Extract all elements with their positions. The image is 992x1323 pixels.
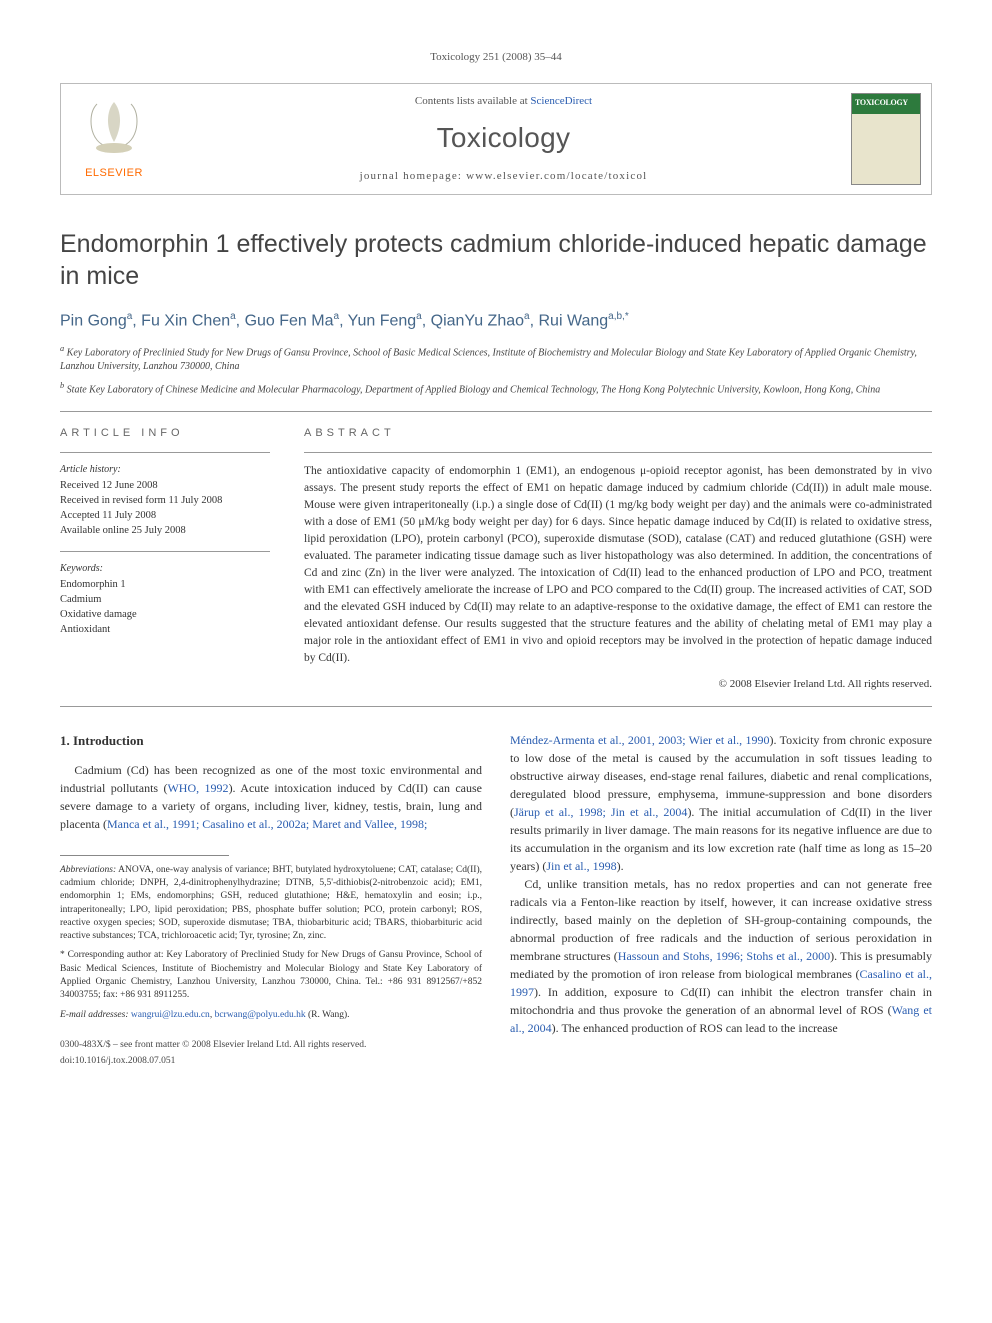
publisher-name: ELSEVIER: [85, 167, 143, 179]
cover-thumbnail-cell: TOXICOLOGY: [841, 84, 931, 194]
abstract-heading: ABSTRACT: [304, 426, 932, 441]
history-label: Article history:: [60, 463, 270, 477]
intro-paragraph-1-cont: Méndez-Armenta et al., 2001, 2003; Wier …: [510, 731, 932, 875]
divider: [60, 411, 932, 412]
keywords: Endomorphin 1CadmiumOxidative damageAnti…: [60, 577, 270, 638]
affiliation-a: a Key Laboratory of Preclinied Study for…: [60, 343, 932, 374]
abbreviations-footnote: Abbreviations: ANOVA, one-way analysis o…: [60, 864, 482, 944]
contents-line: Contents lists available at ScienceDirec…: [182, 94, 825, 109]
footnote-separator: [60, 855, 229, 856]
left-column: 1. Introduction Cadmium (Cd) has been re…: [60, 731, 482, 1068]
divider: [60, 706, 932, 707]
divider: [60, 452, 270, 453]
journal-header: ELSEVIER Contents lists available at Sci…: [60, 83, 932, 195]
divider: [304, 452, 932, 453]
intro-paragraph-2: Cd, unlike transition metals, has no red…: [510, 875, 932, 1037]
body-columns: 1. Introduction Cadmium (Cd) has been re…: [60, 731, 932, 1068]
affiliation-b: b State Key Laboratory of Chinese Medici…: [60, 380, 932, 397]
email-link[interactable]: bcrwang@polyu.edu.hk: [215, 1010, 306, 1020]
intro-paragraph-1: Cadmium (Cd) has been recognized as one …: [60, 761, 482, 833]
article-info-heading: ARTICLE INFO: [60, 426, 270, 441]
homepage-line: journal homepage: www.elsevier.com/locat…: [182, 169, 825, 184]
homepage-label: journal homepage:: [360, 170, 467, 182]
elsevier-logo: ELSEVIER: [77, 96, 151, 182]
citation-link[interactable]: WHO, 1992: [167, 781, 228, 795]
right-column: Méndez-Armenta et al., 2001, 2003; Wier …: [510, 731, 932, 1068]
corresponding-author-footnote: * Corresponding author at: Key Laborator…: [60, 949, 482, 1002]
running-head-citation: Toxicology 251 (2008) 35–44: [60, 50, 932, 65]
issn-copyright-line: 0300-483X/$ – see front matter © 2008 El…: [60, 1038, 482, 1052]
publisher-logo-cell: ELSEVIER: [61, 84, 166, 194]
homepage-url: www.elsevier.com/locate/toxicol: [466, 170, 647, 182]
sciencedirect-link[interactable]: ScienceDirect: [530, 95, 592, 107]
meta-abstract-row: ARTICLE INFO Article history: Received 1…: [60, 426, 932, 692]
citation-link[interactable]: Järup et al., 1998; Jin et al., 2004: [514, 805, 687, 819]
article-info-column: ARTICLE INFO Article history: Received 1…: [60, 426, 270, 692]
citation-link[interactable]: Hassoun and Stohs, 1996; Stohs et al., 2…: [618, 949, 830, 963]
doi-line: doi:10.1016/j.tox.2008.07.051: [60, 1054, 482, 1068]
abstract-text: The antioxidative capacity of endomorphi…: [304, 463, 932, 667]
header-center: Contents lists available at ScienceDirec…: [166, 84, 841, 194]
journal-title: Toxicology: [182, 118, 825, 157]
divider: [60, 551, 270, 552]
citation-link[interactable]: Jin et al., 1998: [546, 859, 616, 873]
cover-title: TOXICOLOGY: [855, 97, 908, 108]
email-footnote: E-mail addresses: wangrui@lzu.edu.cn, bc…: [60, 1009, 482, 1022]
citation-link[interactable]: Méndez-Armenta et al., 2001, 2003; Wier …: [510, 733, 769, 747]
abstract-copyright: © 2008 Elsevier Ireland Ltd. All rights …: [304, 677, 932, 692]
journal-cover-thumbnail: TOXICOLOGY: [851, 93, 921, 185]
abstract-column: ABSTRACT The antioxidative capacity of e…: [304, 426, 932, 692]
email-link[interactable]: wangrui@lzu.edu.cn: [131, 1010, 210, 1020]
article-history: Received 12 June 2008Received in revised…: [60, 478, 270, 539]
citation-link[interactable]: Manca et al., 1991; Casalino et al., 200…: [107, 817, 427, 831]
author-list: Pin Gonga, Fu Xin Chena, Guo Fen Maa, Yu…: [60, 310, 932, 333]
page-root: Toxicology 251 (2008) 35–44 ELSEVIER Con…: [0, 0, 992, 1108]
section-heading-introduction: 1. Introduction: [60, 731, 482, 751]
keywords-label: Keywords:: [60, 562, 270, 576]
article-title: Endomorphin 1 effectively protects cadmi…: [60, 229, 932, 292]
contents-prefix: Contents lists available at: [415, 95, 530, 107]
